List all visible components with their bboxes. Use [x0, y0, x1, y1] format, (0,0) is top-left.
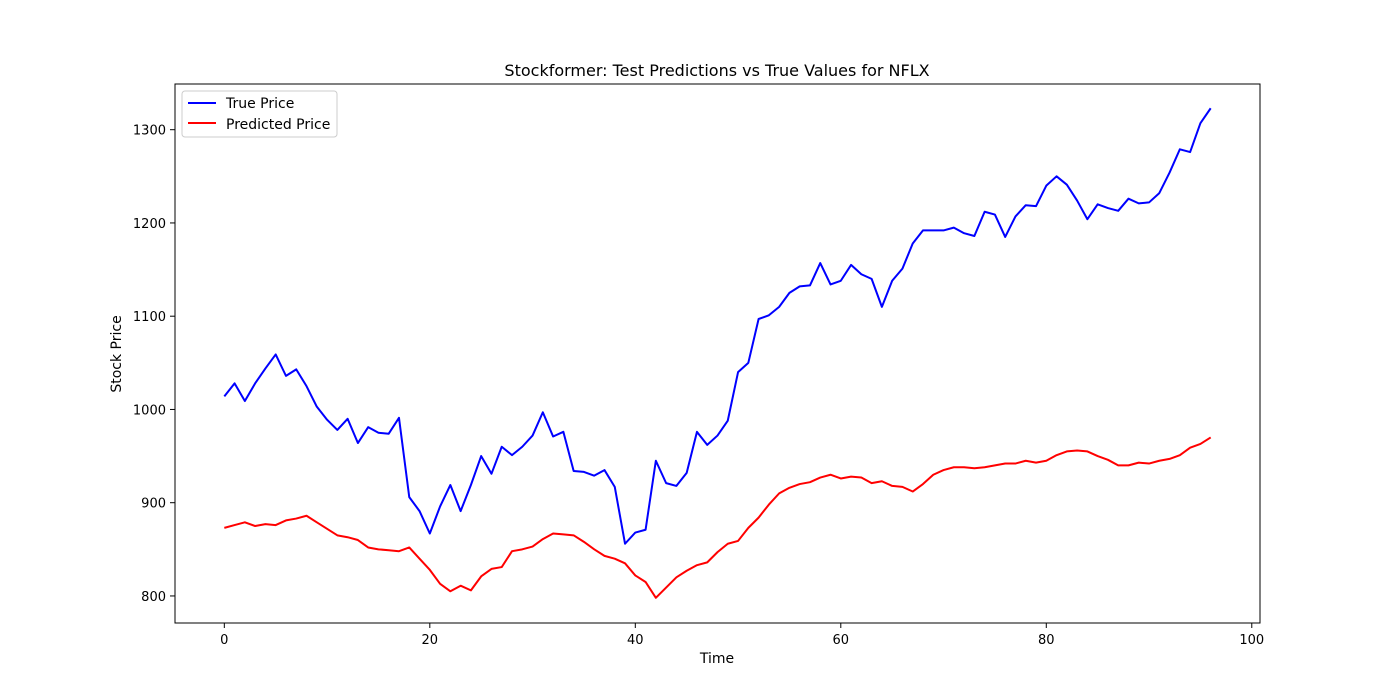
plot-frame	[174, 83, 1261, 624]
y-tick-label: 800	[141, 590, 166, 605]
x-tick-label: 0	[220, 633, 228, 648]
y-axis-ticks: 800 900 1000 1100 1200 1300	[133, 124, 175, 605]
x-tick-label: 60	[833, 633, 850, 648]
x-tick-label: 80	[1038, 633, 1055, 648]
y-tick-label: 1200	[133, 217, 166, 232]
plot-area	[174, 83, 1261, 624]
x-axis-label: Time	[699, 651, 734, 667]
x-axis-ticks: 0 20 40 60 80 100	[220, 623, 1264, 648]
legend-box	[181, 90, 338, 138]
legend-predicted-price-label: Predicted Price	[226, 117, 330, 133]
y-axis-label: Stock Price	[109, 315, 125, 392]
y-tick-label: 1300	[133, 124, 166, 139]
series-layer	[223, 107, 1212, 599]
x-tick-label: 100	[1239, 633, 1264, 648]
y-tick-label: 1000	[133, 403, 166, 418]
x-tick-label: 20	[422, 633, 439, 648]
legend: True Price Predicted Price	[181, 90, 338, 138]
y-tick-label: 1100	[133, 310, 166, 325]
series-line-true-price	[223, 107, 1212, 545]
x-tick-label: 40	[627, 633, 644, 648]
chart-title: Stockformer: Test Predictions vs True Va…	[504, 61, 929, 80]
series-line-predicted-price	[224, 436, 1212, 599]
legend-true-price-label: True Price	[225, 96, 294, 112]
y-tick-label: 900	[141, 497, 166, 512]
